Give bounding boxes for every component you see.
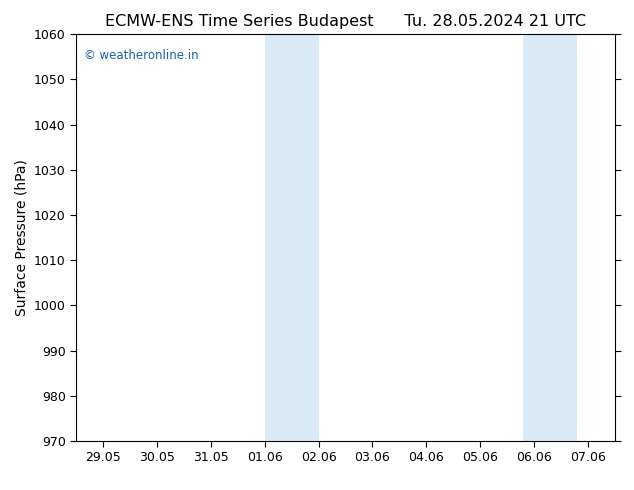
Bar <box>265 34 319 441</box>
Y-axis label: Surface Pressure (hPa): Surface Pressure (hPa) <box>14 159 29 316</box>
Text: © weatheronline.in: © weatheronline.in <box>84 49 199 62</box>
Bar <box>523 34 578 441</box>
Title: ECMW-ENS Time Series Budapest      Tu. 28.05.2024 21 UTC: ECMW-ENS Time Series Budapest Tu. 28.05.… <box>105 14 586 29</box>
